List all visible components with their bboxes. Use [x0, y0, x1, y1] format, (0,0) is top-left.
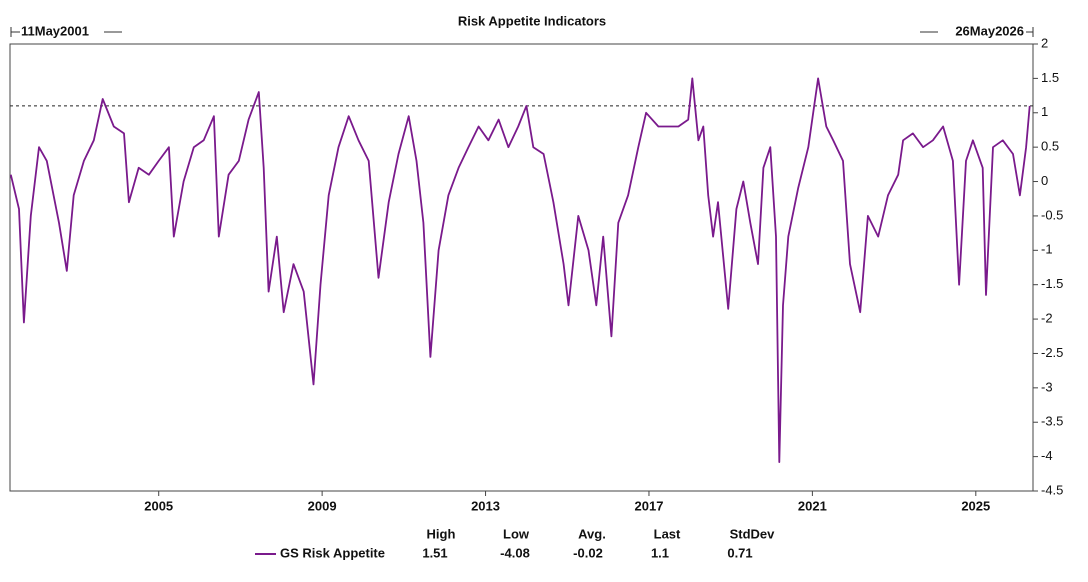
stats-value: -0.02 — [573, 545, 603, 560]
x-tick-label: 2025 — [961, 498, 990, 513]
y-tick-label: 0 — [1041, 173, 1048, 188]
y-tick-label: -1.5 — [1041, 276, 1063, 291]
y-tick-label: -0.5 — [1041, 207, 1063, 222]
stats-header: Last — [654, 526, 681, 541]
y-tick-label: -4 — [1041, 448, 1053, 463]
plot-frame — [9, 43, 1034, 492]
end-date-label: 26May2026 — [955, 23, 1024, 38]
stats-value: 0.71 — [727, 545, 752, 560]
y-tick-label: -2 — [1041, 311, 1053, 326]
legend-label: GS Risk Appetite — [280, 545, 385, 560]
series-line — [9, 77, 1031, 463]
y-tick-label: 2 — [1041, 35, 1048, 50]
x-tick-label: 2021 — [798, 498, 827, 513]
stats-header: High — [427, 526, 456, 541]
y-tick-label: 0.5 — [1041, 139, 1059, 154]
y-tick-label: 1 — [1041, 104, 1048, 119]
x-tick-label: 2009 — [308, 498, 337, 513]
y-tick-label: -4.5 — [1041, 482, 1063, 497]
stats-header: StdDev — [730, 526, 776, 541]
y-tick-label: 1.5 — [1041, 70, 1059, 85]
stats-header: Low — [503, 526, 530, 541]
stats-value: -4.08 — [500, 545, 530, 560]
y-tick-label: -1 — [1041, 242, 1053, 257]
stats-value: 1.1 — [651, 545, 669, 560]
x-tick-label: 2017 — [635, 498, 664, 513]
x-tick-label: 2005 — [144, 498, 173, 513]
y-tick-label: -3.5 — [1041, 414, 1063, 429]
start-date-label: 11May2001 — [21, 23, 89, 38]
y-tick-label: -3 — [1041, 379, 1053, 394]
x-tick-label: 2013 — [471, 498, 500, 513]
stats-header: Avg. — [578, 526, 606, 541]
y-tick-label: -2.5 — [1041, 345, 1063, 360]
chart-title: Risk Appetite Indicators — [458, 13, 606, 28]
stats-value: 1.51 — [422, 545, 447, 560]
